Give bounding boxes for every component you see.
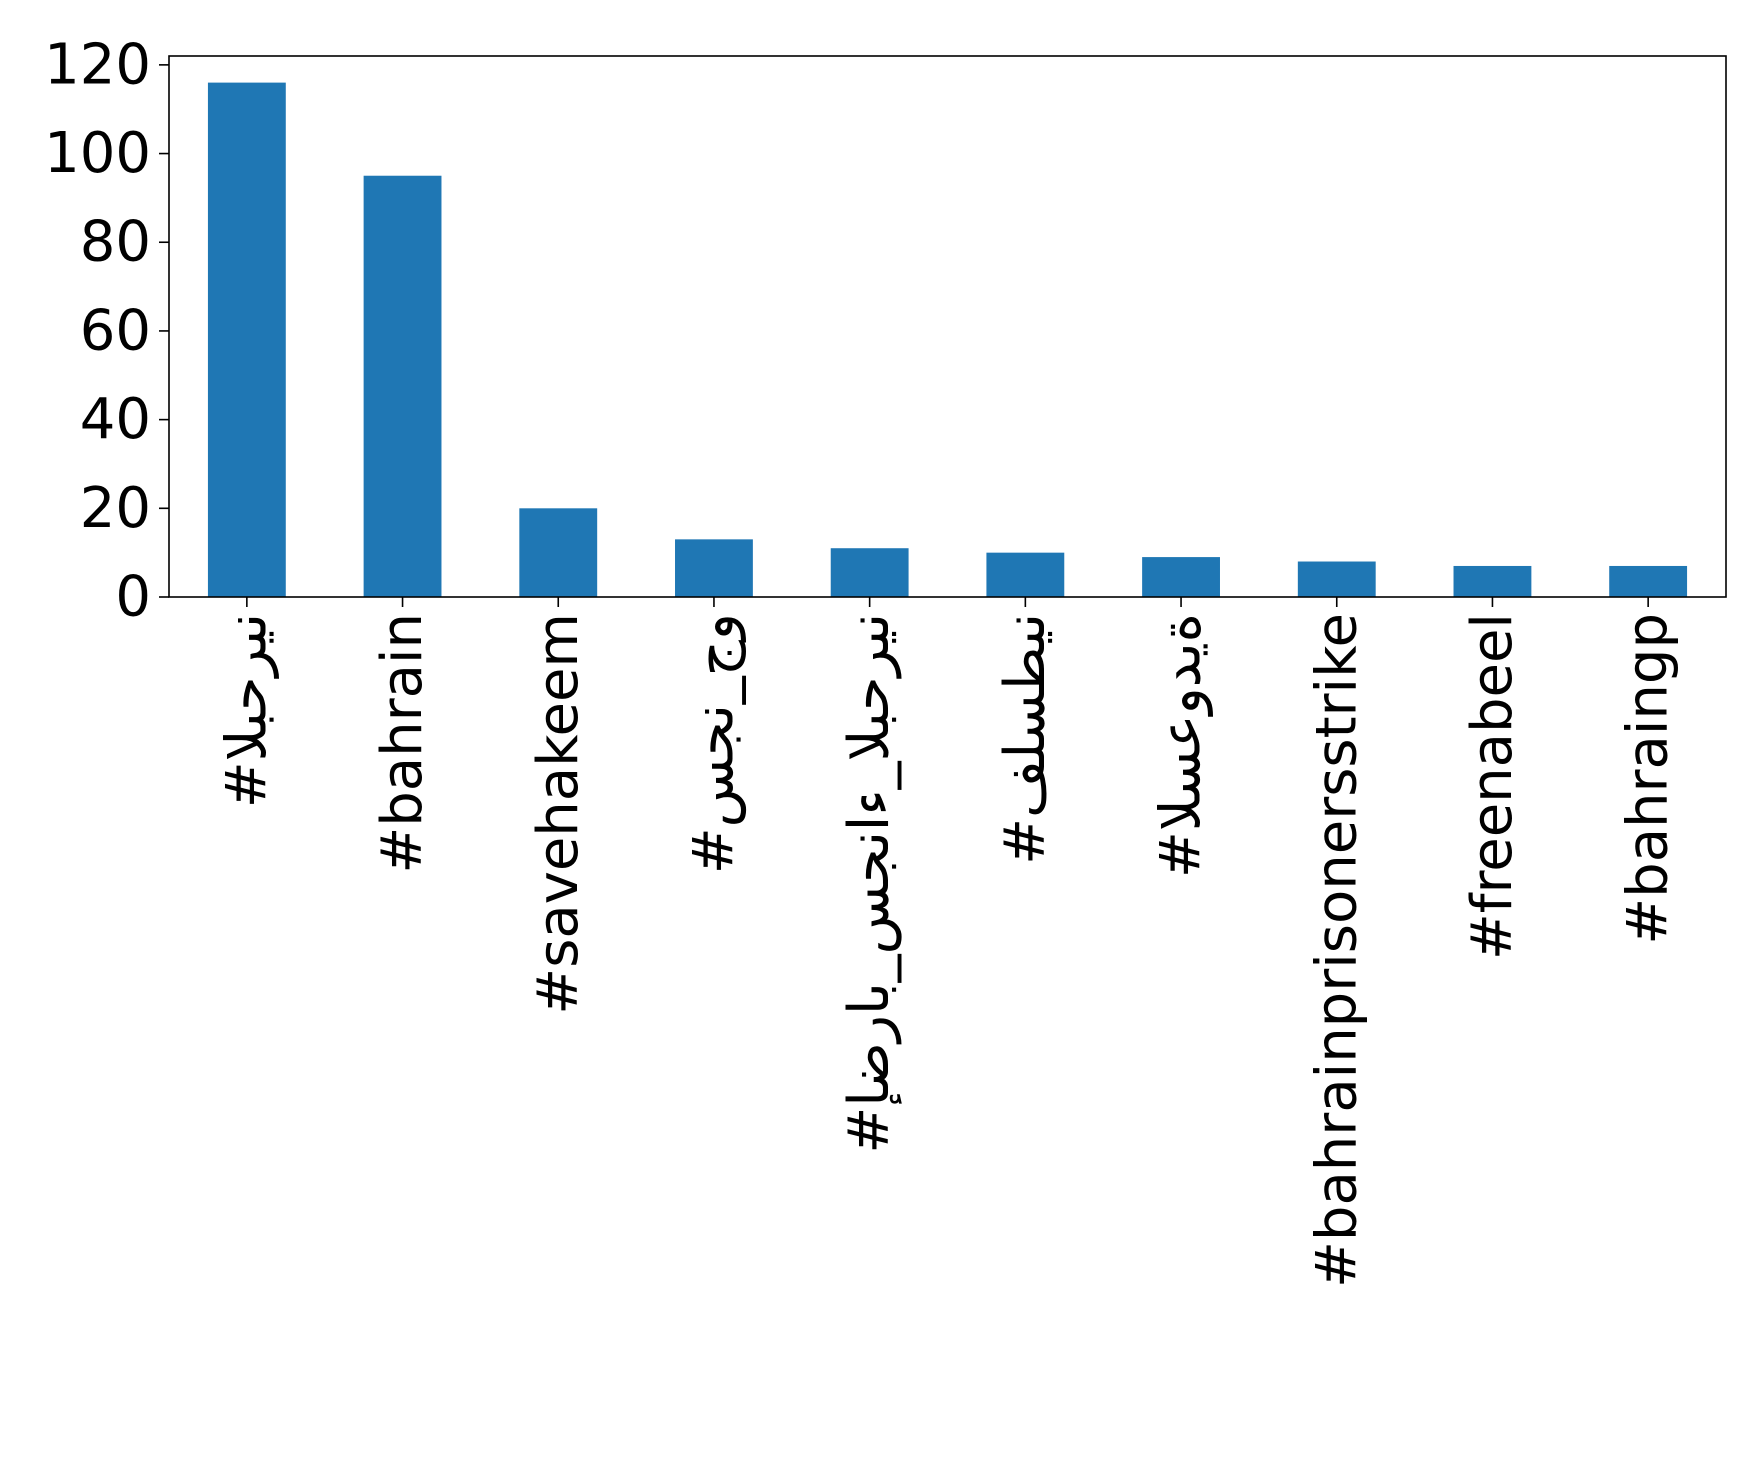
x-axis: #البحرين #bahrain #savehakeem #سجن_جو #إضراب… [214,597,1681,1288]
bar-8 [1453,565,1532,597]
bar-2 [519,508,598,597]
bar-1 [363,175,442,598]
bar-5 [986,552,1065,597]
x-tick-label-7: #bahrainprisonersstrike [1304,613,1369,1288]
bar-0 [207,82,286,598]
bars-group [207,82,1688,598]
x-tick-label-8: #freenabeel [1460,613,1525,960]
y-tick-label-4: 80 [80,210,151,275]
y-tick-label-0: 0 [115,565,151,630]
y-axis: 0 20 40 60 80 100 120 [44,32,169,630]
bar-4 [830,548,909,597]
x-tick-label-3: #سجن_جو [681,613,746,874]
x-tick-label-5: #فلسطين [993,613,1058,865]
x-tick-label-1: #bahrain [370,613,435,874]
x-tick-label-6: #السعودية [1149,613,1214,878]
x-tick-label-0: #البحرين [214,613,279,808]
y-tick-label-5: 100 [44,121,151,186]
plot-frame [168,55,1727,598]
x-tick-label-9: #bahraingp [1616,613,1681,945]
y-tick-label-3: 60 [80,298,151,363]
bar-6 [1142,557,1220,597]
y-tick-label-2: 40 [80,387,151,452]
x-tick-label-2: #savehakeem [526,613,591,1015]
bar-7 [1297,561,1376,597]
x-tick-label-4: #إضراب_سجناء_البحرين [837,613,903,1154]
bar-3 [675,539,753,597]
y-tick-label-6: 120 [44,32,151,97]
y-tick-label-1: 20 [80,476,151,541]
bar-9 [1609,565,1688,597]
